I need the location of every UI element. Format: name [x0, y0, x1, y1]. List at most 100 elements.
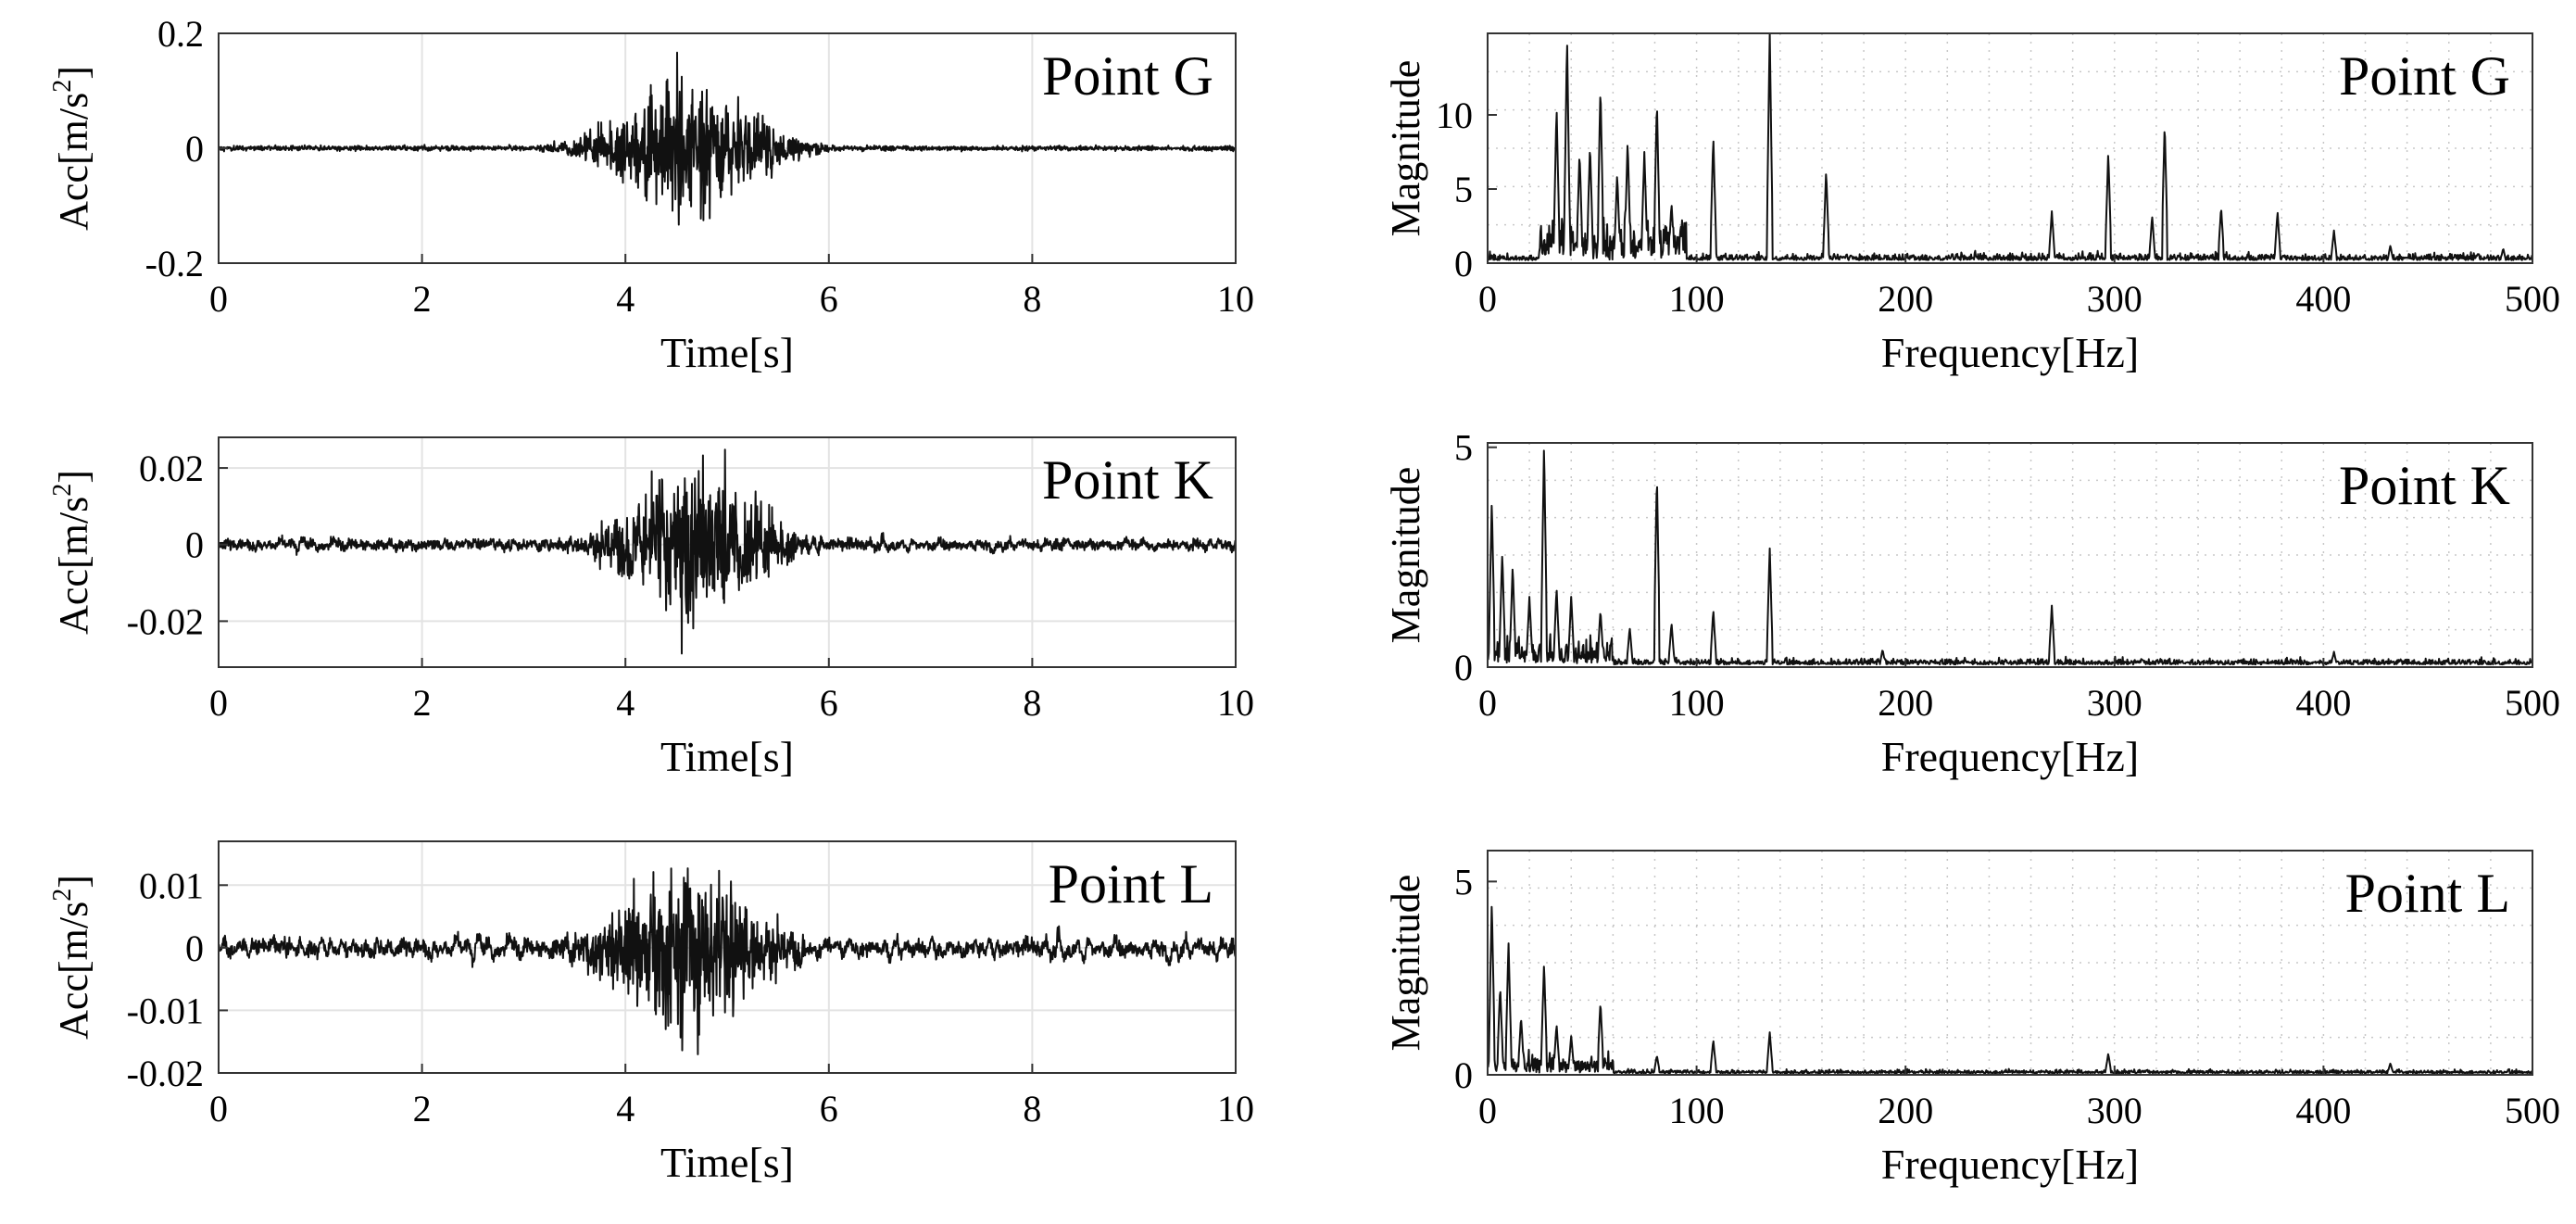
y-tick-label: -0.01 [127, 990, 204, 1031]
x-tick-label: 8 [1023, 1088, 1041, 1129]
x-tick-label: 2 [413, 1088, 432, 1129]
axes-frame [218, 840, 1237, 1074]
x-tick-label: 4 [616, 278, 635, 320]
y-tick-label: 5 [1454, 427, 1473, 469]
x-tick-label: 10 [1217, 682, 1254, 724]
x-tick-label: 400 [2295, 682, 2351, 724]
y-axis-label-superscript: 2 [48, 80, 77, 93]
x-tick-label: 8 [1023, 278, 1041, 320]
y-tick-label: 5 [1454, 169, 1473, 210]
x-tick-label: 300 [2087, 1090, 2142, 1131]
x-tick-label: 0 [1478, 1090, 1497, 1131]
x-tick-label: 300 [2087, 682, 2142, 724]
y-axis-label: Acc[m/s2] [48, 470, 96, 635]
y-tick-label: 5 [1454, 861, 1473, 902]
y-axis-label-main: Magnitude [1383, 60, 1428, 237]
series-line [218, 867, 1237, 1055]
x-tick-label: 0 [209, 278, 228, 320]
y-axis-label-close: ] [51, 875, 96, 889]
y-tick-label: -0.02 [127, 1053, 204, 1094]
y-tick-label: 0 [1454, 647, 1473, 688]
x-tick-label: 6 [820, 682, 838, 724]
chart-l-freq: 0 100 200 300 400 500 0 5 Frequency[Hz] Magnitude… [1383, 850, 2560, 1188]
x-tick-label: 8 [1023, 682, 1041, 724]
series-line [218, 448, 1237, 655]
y-axis-label: Magnitude [1383, 875, 1428, 1052]
y-tick-label: 0.2 [157, 13, 204, 55]
y-axis-label-main: Acc[m/s [51, 902, 96, 1040]
x-tick-label: 100 [1669, 1090, 1725, 1131]
series-line [1487, 32, 2533, 261]
y-tick-label: 10 [1436, 95, 1473, 136]
y-axis-label: Magnitude [1383, 467, 1428, 644]
x-tick-label: 2 [413, 278, 432, 320]
point-label: Point L [1049, 853, 1213, 915]
y-axis-label-main: Magnitude [1383, 467, 1428, 644]
series-line [1487, 449, 2533, 666]
x-axis-label: Frequency[Hz] [1881, 1141, 2139, 1188]
x-tick-label: 300 [2087, 278, 2142, 320]
x-tick-label: 200 [1878, 1090, 1933, 1131]
x-tick-label: 0 [1478, 682, 1497, 724]
x-tick-label: 200 [1878, 278, 1933, 320]
x-tick-label: 400 [2295, 1090, 2351, 1131]
axes-frame [1487, 442, 2533, 668]
x-tick-label: 200 [1878, 682, 1933, 724]
axes-frame [218, 436, 1237, 668]
y-axis-label-close: ] [51, 470, 96, 484]
y-axis-label-main: Acc[m/s [51, 497, 96, 635]
y-tick-label: 0.02 [139, 448, 204, 489]
y-axis-label-superscript: 2 [48, 889, 77, 902]
y-tick-label: 0.01 [139, 864, 204, 906]
x-axis-label: Frequency[Hz] [1881, 329, 2139, 376]
x-tick-label: 10 [1217, 1088, 1254, 1129]
y-tick-label: -0.02 [127, 600, 204, 642]
point-label: Point K [2339, 455, 2510, 516]
x-tick-label: 0 [209, 1088, 228, 1129]
y-tick-label: 0 [185, 524, 204, 566]
x-tick-label: 2 [413, 682, 432, 724]
x-tick-label: 4 [616, 682, 635, 724]
axes-frame [1487, 850, 2533, 1076]
y-axis-label-main: Acc[m/s [51, 93, 96, 231]
x-tick-label: 400 [2295, 278, 2351, 320]
y-axis-label-superscript: 2 [48, 484, 77, 497]
x-tick-label: 500 [2505, 1090, 2560, 1131]
chart-k-freq: 0 100 200 300 400 500 0 5 Frequency[Hz] Magnitude… [1383, 427, 2560, 780]
x-axis-label: Time[s] [660, 329, 794, 376]
point-label: Point L [2345, 863, 2510, 924]
x-tick-label: 500 [2505, 278, 2560, 320]
y-tick-label: 0 [1454, 1054, 1473, 1096]
plot-area [1488, 33, 2532, 263]
y-tick-label: 0 [185, 128, 204, 170]
x-tick-label: 100 [1669, 278, 1725, 320]
y-axis-label-main: Magnitude [1383, 875, 1428, 1052]
x-tick-label: 4 [616, 1088, 635, 1129]
x-tick-label: 0 [1478, 278, 1497, 320]
series-line [218, 51, 1237, 226]
y-axis-label: Acc[m/s2] [48, 66, 96, 231]
x-axis-label: Time[s] [660, 733, 794, 780]
x-tick-label: 6 [820, 1088, 838, 1129]
y-tick-label: 0 [185, 927, 204, 969]
point-label: Point G [2339, 45, 2510, 107]
plot-area [1488, 443, 2532, 667]
x-axis-label: Time[s] [660, 1139, 794, 1186]
axes-frame [1487, 32, 2533, 264]
x-tick-label: 6 [820, 278, 838, 320]
x-tick-label: 500 [2505, 682, 2560, 724]
x-axis-label: Frequency[Hz] [1881, 733, 2139, 780]
y-axis-label: Acc[m/s2] [48, 875, 96, 1040]
plot-area [1488, 851, 2532, 1075]
x-tick-label: 100 [1669, 682, 1725, 724]
x-tick-label: 0 [209, 682, 228, 724]
y-tick-label: -0.2 [145, 243, 204, 284]
point-label: Point K [1042, 449, 1213, 511]
y-tick-label: 0 [1454, 243, 1473, 284]
point-label: Point G [1042, 45, 1213, 107]
series-line [1487, 905, 2533, 1075]
y-axis-label-close: ] [51, 66, 96, 80]
